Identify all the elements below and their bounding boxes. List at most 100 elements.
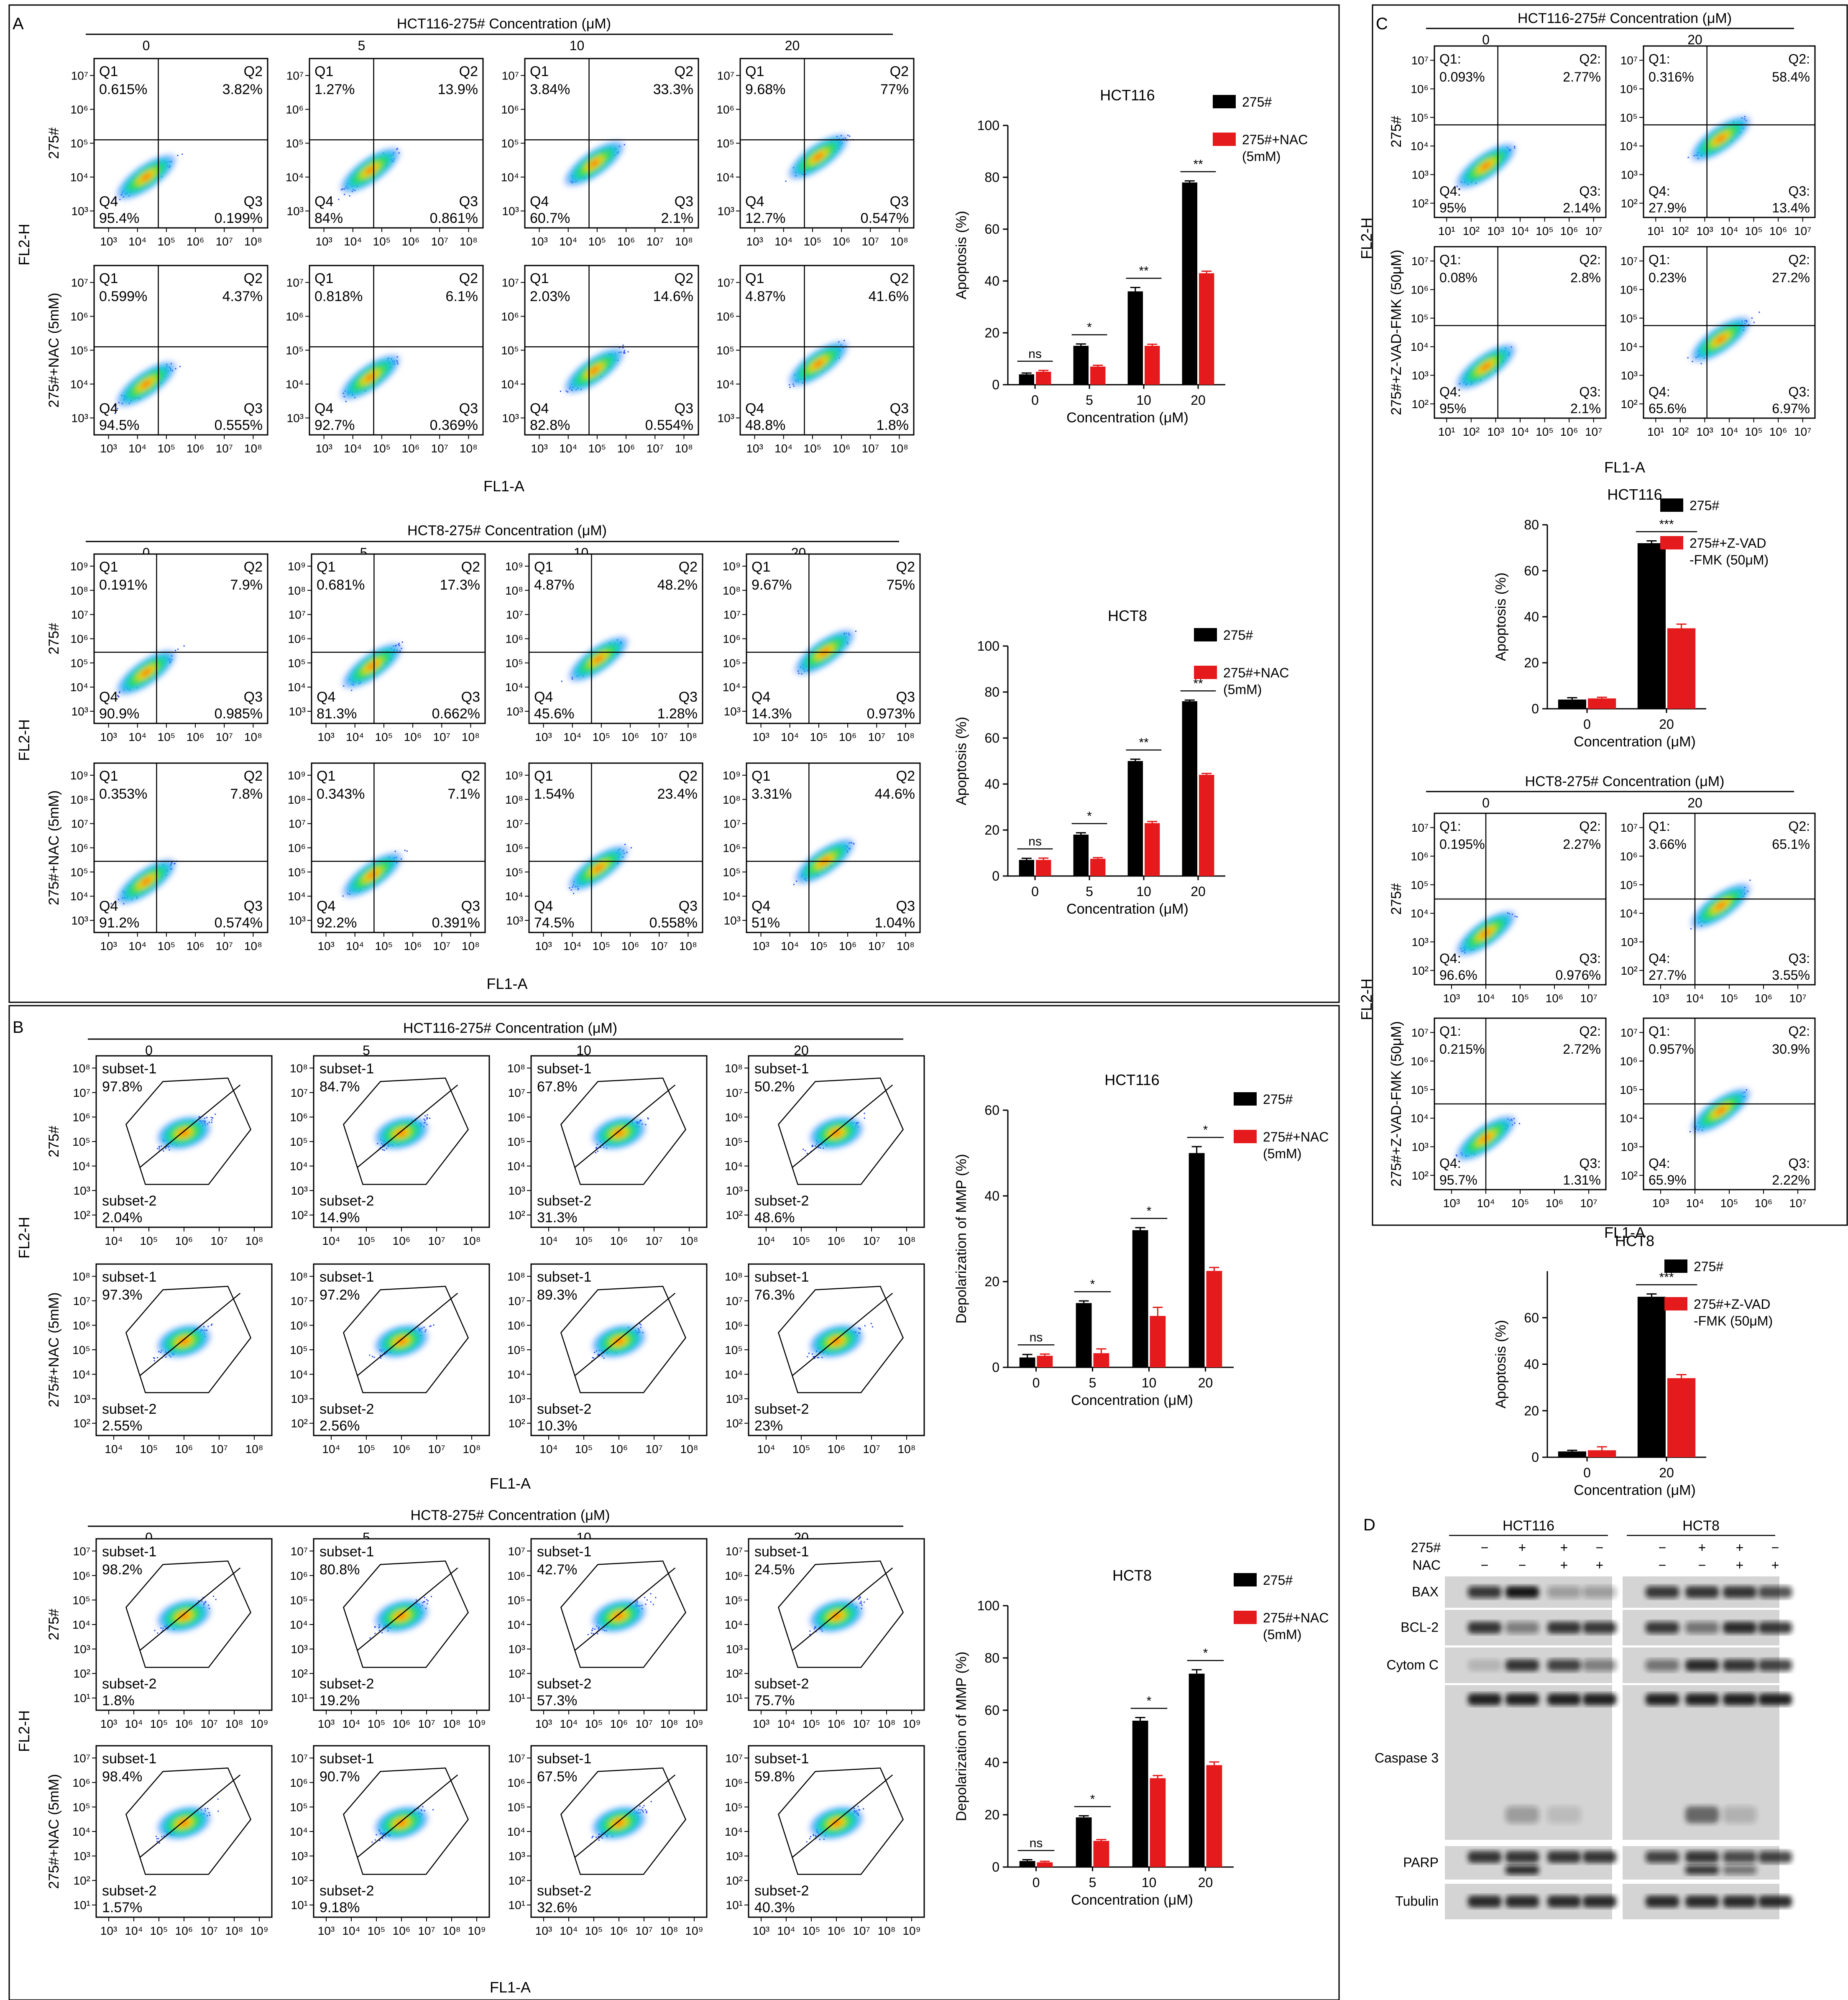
y-tick-label: 10⁷ xyxy=(73,1086,90,1099)
quadrant-value-q2: 4.37% xyxy=(222,289,263,304)
y-tick-label: 10⁷ xyxy=(71,608,88,621)
x-tick-label: 10⁵ xyxy=(375,731,393,743)
y-tick-label: 10⁹ xyxy=(505,769,523,782)
quadrant-label-q2: Q2 xyxy=(461,559,480,575)
x-tick-label: 10⁶ xyxy=(617,235,635,248)
gate-value-subset1: 97.2% xyxy=(320,1287,360,1303)
x-tick-label: 10⁷ xyxy=(862,442,879,455)
y-tick-label: 10⁹ xyxy=(723,769,741,782)
event-dot xyxy=(627,351,629,352)
x-tick-label: 10⁵ xyxy=(792,1443,810,1456)
gate-divider xyxy=(140,1292,241,1376)
frame-panel-c xyxy=(1372,4,1848,1226)
y-tick-label: 10⁴ xyxy=(70,890,88,903)
x-tick-label: 10³ xyxy=(315,235,332,248)
x-tick-label: 10⁸ xyxy=(897,940,915,953)
x-tick-label: 10⁵ xyxy=(575,1443,593,1456)
quadrant-value-q3: 0.199% xyxy=(215,210,263,226)
quadrant-label-q1: Q1 xyxy=(530,64,549,79)
gate-hexagon xyxy=(125,1286,252,1393)
gate-divider xyxy=(140,1084,241,1168)
x-tick-label: 10⁴ xyxy=(346,731,364,743)
quadrant-label-q1: Q1 xyxy=(751,768,770,784)
quadrant-value-q3: 1.8% xyxy=(877,417,909,433)
quadrant-label-q3: Q3 xyxy=(461,898,480,914)
event-dot xyxy=(429,1117,431,1119)
y-tick-label: 10³ xyxy=(509,1184,525,1197)
x-tick-label: 10⁶ xyxy=(839,731,857,743)
x-tick-label: 10⁴ xyxy=(559,442,577,455)
x-tick-label: 10⁷ xyxy=(428,1443,445,1456)
event-dot xyxy=(211,1119,212,1121)
quadrant-value-q3: 0.391% xyxy=(432,915,480,931)
y-tick-label: 10⁴ xyxy=(723,681,741,694)
y-tick-label: 10³ xyxy=(506,705,523,718)
event-dot xyxy=(349,195,350,197)
x-tick-label: 10³ xyxy=(746,235,763,248)
event-cloud xyxy=(153,1323,213,1361)
event-dot xyxy=(351,690,353,691)
event-dot xyxy=(804,1150,806,1152)
y-tick-label: 10⁷ xyxy=(291,1295,308,1308)
density-core xyxy=(567,635,630,683)
y-tick-label: 10⁸ xyxy=(505,584,523,597)
y-tick-label: 10⁶ xyxy=(505,842,523,855)
y-tick-label: 10⁷ xyxy=(286,276,304,289)
quadrant-value-q4: 91.2% xyxy=(99,915,139,931)
x-tick-label: 10⁷ xyxy=(428,1234,445,1247)
y-tick-label: 10⁹ xyxy=(505,560,523,573)
quadrant-label-q1: Q1 xyxy=(745,64,764,79)
quadrant-label-q3: Q3 xyxy=(244,898,263,914)
x-tick-label: 10⁸ xyxy=(244,731,262,743)
event-dot xyxy=(158,1146,160,1147)
y-tick-label: 10³ xyxy=(724,914,741,927)
y-tick-label: 10⁹ xyxy=(70,560,88,573)
y-tick-label: 10⁷ xyxy=(502,276,519,289)
density-core xyxy=(338,146,402,195)
y-tick-label: 10³ xyxy=(291,1184,308,1197)
x-tick-label: 10⁵ xyxy=(810,731,828,743)
quadrant-value-q3: 0.985% xyxy=(215,706,263,722)
event-cloud xyxy=(567,843,632,894)
quadrant-value-q4: 92.2% xyxy=(317,915,357,931)
x-tick-label: 10⁴ xyxy=(559,235,577,248)
y-tick-label: 10⁷ xyxy=(71,817,88,830)
y-tick-label: 10³ xyxy=(502,412,519,425)
panel-letters: A B C D xyxy=(13,15,1388,1534)
y-tick-label: 10³ xyxy=(287,412,304,425)
y-tick-label: 10³ xyxy=(724,705,741,718)
density-core xyxy=(340,851,404,899)
quadrant-value-q1: 0.818% xyxy=(314,289,363,304)
x-tick-label: 10⁷ xyxy=(645,1234,662,1247)
x-tick-label: 10⁴ xyxy=(344,442,362,455)
row-label: 275# xyxy=(46,623,62,655)
axis-label-fl2h: FL2-H xyxy=(15,719,33,761)
x-tick-label: 10³ xyxy=(100,731,117,743)
x-tick-label: 10⁸ xyxy=(460,442,478,455)
quadrant-value-q3: 0.555% xyxy=(215,417,263,433)
y-tick-label: 10⁶ xyxy=(716,310,734,323)
event-dot xyxy=(158,1148,160,1150)
axis-label-fl1a: FL1-A xyxy=(490,1475,531,1492)
quadrant-label-q2: Q2 xyxy=(459,64,478,79)
quadrant-value-q1: 1.54% xyxy=(534,786,574,802)
quadrant-label-q4: Q4 xyxy=(751,898,770,914)
y-tick-label: 10⁶ xyxy=(70,103,88,116)
x-tick-label: 10⁷ xyxy=(431,442,448,455)
y-tick-label: 10⁶ xyxy=(70,633,88,646)
x-tick-label: 10⁷ xyxy=(868,731,885,743)
y-tick-label: 10⁸ xyxy=(290,1062,308,1075)
x-tick-label: 10⁵ xyxy=(373,442,391,455)
event-dot xyxy=(793,884,795,885)
quadrant-value-q4: 14.3% xyxy=(751,706,792,722)
event-dot xyxy=(380,1357,382,1359)
quadrant-value-q2: 3.82% xyxy=(222,82,263,97)
y-tick-label: 10⁴ xyxy=(716,171,734,184)
event-dot xyxy=(427,1114,428,1116)
grid-title: HCT116-275# Concentration (μM) xyxy=(397,16,611,32)
event-cloud xyxy=(114,360,181,414)
event-dot xyxy=(622,345,624,346)
